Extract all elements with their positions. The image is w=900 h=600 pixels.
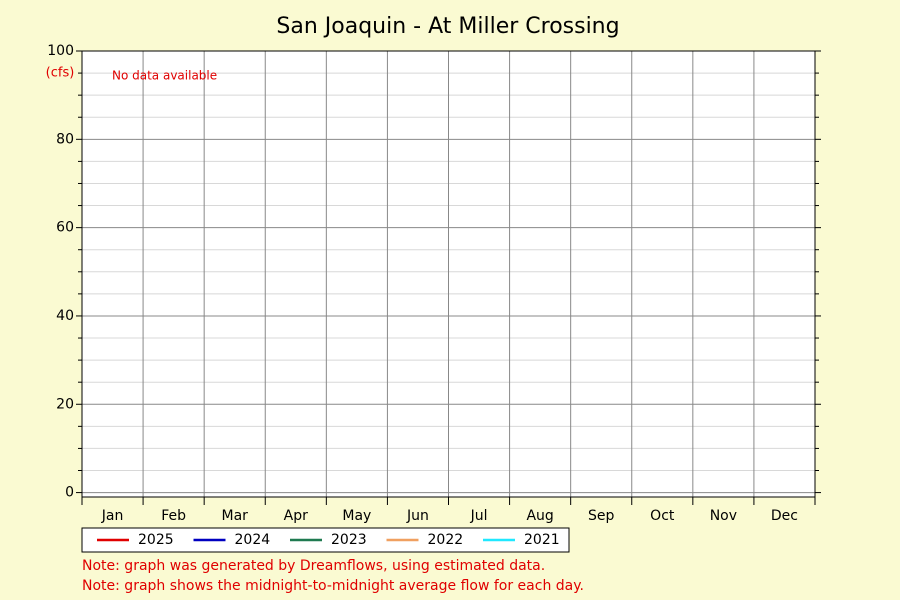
y-axis-label: (cfs): [46, 66, 75, 81]
x-tick-label: Aug: [526, 508, 553, 524]
y-tick-label: 20: [56, 396, 74, 412]
chart-title: San Joaquin - At Miller Crossing: [276, 14, 619, 39]
y-tick-label: 80: [56, 131, 74, 147]
x-tick-label: Mar: [221, 508, 248, 524]
y-tick-label: 60: [56, 220, 74, 236]
note: Note: graph was generated by Dreamflows,…: [82, 558, 545, 574]
x-tick-label: Sep: [588, 508, 615, 524]
x-tick-label: Jul: [470, 508, 488, 524]
x-tick-label: Nov: [710, 508, 737, 524]
x-tick-label: Jan: [101, 508, 124, 524]
x-tick-label: Dec: [771, 508, 798, 524]
annotation: No data available: [112, 69, 217, 83]
x-tick-label: Apr: [284, 508, 308, 524]
legend-label: 2025: [138, 532, 174, 548]
x-tick-label: May: [342, 508, 371, 524]
x-tick-label: Oct: [650, 508, 675, 524]
y-tick-label: 0: [65, 485, 74, 501]
legend-label: 2024: [235, 532, 271, 548]
y-tick-label: 40: [56, 308, 74, 324]
legend-label: 2023: [331, 532, 367, 548]
x-tick-label: Jun: [406, 508, 429, 524]
plot-border: [81, 50, 816, 498]
legend-label: 2022: [428, 532, 464, 548]
note: Note: graph shows the midnight-to-midnig…: [82, 578, 584, 594]
x-tick-label: Feb: [161, 508, 186, 524]
legend-label: 2021: [524, 532, 560, 548]
y-tick-label: 100: [47, 43, 74, 59]
